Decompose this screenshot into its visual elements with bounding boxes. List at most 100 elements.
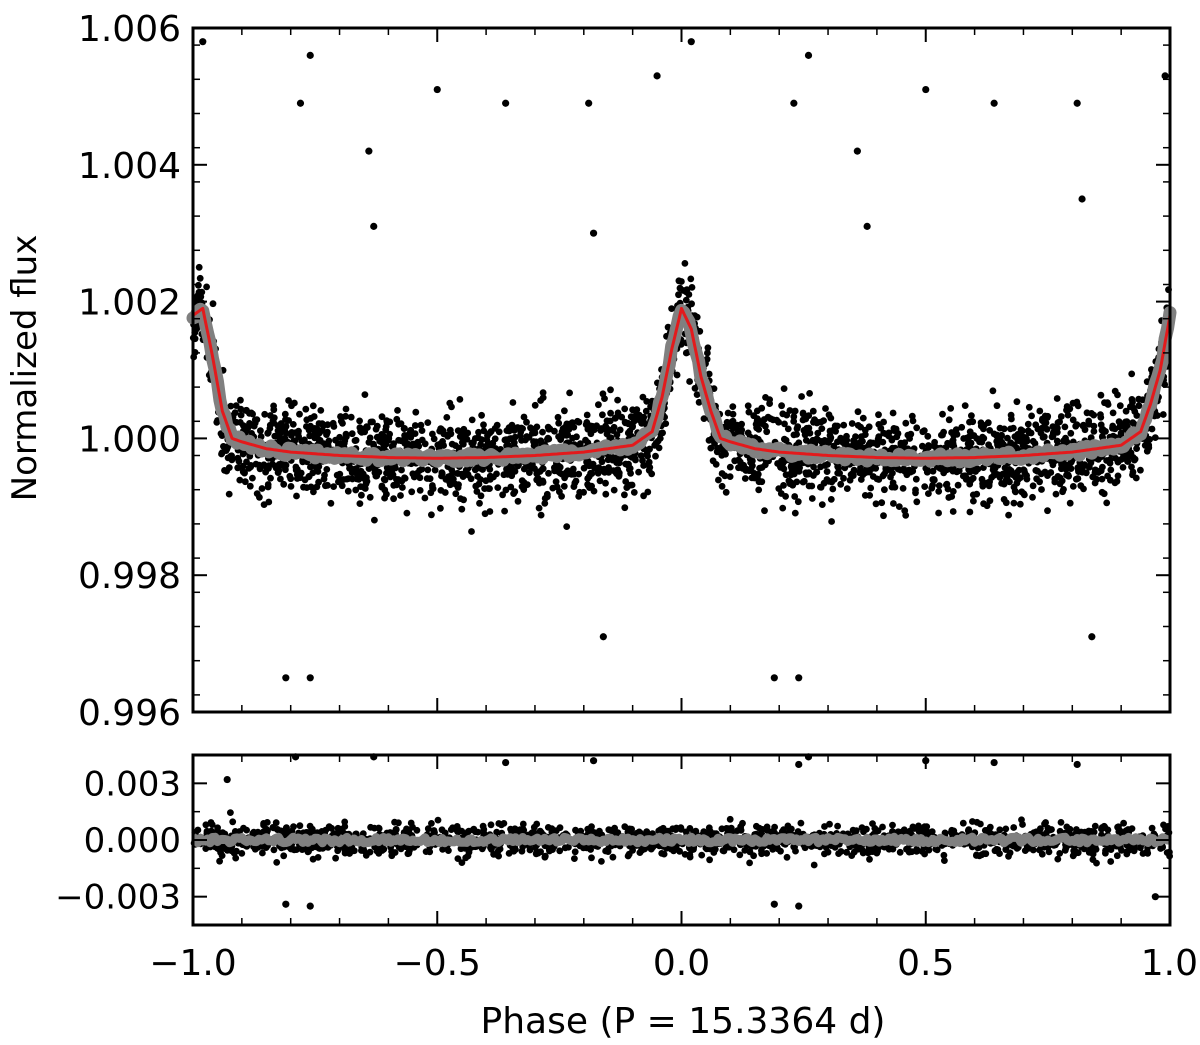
flux-point: [373, 422, 381, 430]
flux-point: [818, 501, 826, 508]
x-tick-label: 0.5: [897, 943, 954, 984]
residual-point: [755, 824, 763, 832]
flux-point: [1148, 425, 1156, 433]
flux-point: [970, 432, 978, 439]
residual-point: [933, 846, 941, 854]
residual-point: [797, 819, 805, 827]
residual-point: [915, 827, 923, 835]
flux-point: [570, 423, 578, 431]
x-tick-label: 1.0: [1141, 943, 1198, 984]
residual-point: [690, 846, 697, 853]
flux-point: [1106, 456, 1114, 463]
residual-point: [741, 847, 749, 854]
flux-point: [1056, 474, 1064, 482]
flux-point: [417, 421, 425, 429]
flux-point: [1090, 428, 1098, 435]
flux-point: [195, 281, 202, 289]
flux-point: [460, 425, 468, 433]
flux-point: [986, 497, 994, 505]
flux-point: [480, 421, 487, 429]
flux-point: [919, 428, 927, 436]
flux-point: [1111, 425, 1119, 433]
flux-point: [203, 283, 211, 291]
flux-point: [1063, 461, 1070, 469]
flux-point: [481, 485, 488, 492]
flux-point: [613, 431, 621, 439]
flux-point: [1013, 398, 1021, 406]
flux-point: [1019, 427, 1026, 435]
flux-point: [597, 427, 605, 434]
flux-point: [1074, 402, 1082, 410]
bottom-panel: −0.003 0.000 0.003 −1.0 −0.5 0.0 0.5 1.0 Phase…: [55, 753, 1198, 1042]
flux-point: [232, 402, 240, 409]
residual-point: [216, 857, 224, 865]
flux-point: [949, 440, 957, 447]
residual-point: [341, 846, 348, 854]
residual-outlier-point: [1151, 893, 1159, 901]
x-tick-label: −1.0: [149, 943, 236, 984]
flux-point: [607, 386, 614, 394]
flux-point: [681, 260, 689, 267]
residual-point: [985, 829, 993, 836]
flux-point: [1060, 437, 1068, 445]
residual-point: [1066, 825, 1074, 833]
flux-point: [1010, 499, 1018, 507]
flux-point: [622, 419, 629, 427]
flux-point: [1103, 499, 1111, 507]
flux-point: [923, 468, 931, 476]
flux-point: [627, 470, 634, 477]
flux-point: [967, 439, 975, 447]
flux-point: [580, 488, 587, 496]
flux-point: [235, 464, 242, 471]
flux-point: [616, 426, 624, 434]
flux-point: [1091, 479, 1099, 487]
flux-point: [533, 470, 541, 478]
flux-point: [1041, 412, 1049, 420]
outlier-point: [990, 99, 998, 107]
residual-point: [454, 855, 462, 862]
flux-point: [629, 423, 636, 431]
x-tick-label: −0.5: [394, 943, 481, 984]
outlier-point: [687, 38, 695, 46]
flux-point: [985, 481, 993, 489]
flux-point: [1005, 511, 1012, 519]
residual-point: [629, 846, 636, 854]
flux-point: [651, 441, 659, 449]
flux-point: [817, 463, 824, 471]
flux-point: [446, 426, 454, 434]
residual-point: [710, 849, 718, 856]
flux-point: [539, 428, 546, 436]
flux-point: [1051, 475, 1059, 483]
flux-point: [288, 402, 295, 410]
flux-point: [501, 507, 508, 515]
flux-point: [793, 425, 801, 433]
flux-point: [289, 421, 297, 428]
residual-point: [584, 825, 592, 833]
top-panel: 0.996 0.998 1.000 1.002 1.004 1.006 Normalize…: [5, 9, 1177, 734]
residual-point: [758, 850, 765, 858]
residual-point: [959, 819, 967, 827]
flux-point: [531, 465, 538, 472]
flux-point: [518, 477, 526, 484]
residual-point: [280, 852, 288, 860]
flux-point: [646, 464, 654, 471]
flux-point: [729, 410, 737, 418]
flux-point: [545, 469, 552, 477]
residual-point: [532, 843, 539, 851]
flux-point: [545, 425, 553, 433]
residual-point: [438, 826, 446, 834]
flux-point: [285, 397, 292, 404]
flux-point: [554, 413, 562, 421]
flux-point: [509, 399, 517, 406]
residual-point: [519, 820, 527, 828]
flux-point: [332, 436, 339, 444]
residual-point: [900, 826, 908, 834]
flux-point: [925, 490, 932, 497]
flux-point: [392, 464, 399, 472]
flux-point: [541, 500, 549, 507]
flux-point: [1029, 482, 1037, 490]
flux-point: [1114, 472, 1122, 480]
residual-point: [941, 857, 948, 864]
flux-point: [989, 463, 997, 470]
flux-point: [312, 464, 320, 472]
